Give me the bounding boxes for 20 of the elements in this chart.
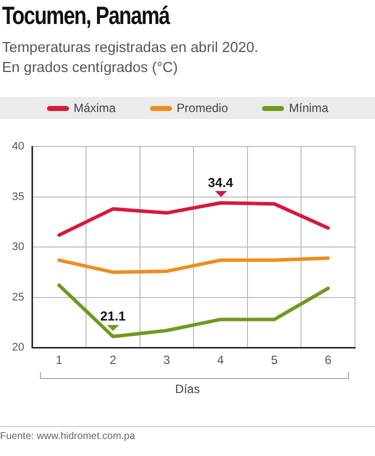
annotation: 21.1 [100,308,126,324]
legend-label: Máxima [72,101,116,115]
chart-subtitle: Temperaturas registradas en abril 2020. En grados centígrados (°C) [2,39,258,78]
chart-title: Tocumen, Panamá [2,2,170,31]
x-tick-label: 4 [217,353,224,368]
annotation: 34.4 [208,174,234,190]
x-tick-label: 2 [110,353,117,368]
y-tick-label: 35 [12,190,24,203]
x-axis-title: Días [174,382,201,396]
y-tick-label: 20 [12,342,24,354]
x-tick-label: 3 [163,353,170,368]
legend-label: Promedio [176,101,228,115]
y-tick-label: 30 [12,241,24,254]
x-tick-label: 5 [270,353,278,368]
x-tick-label: 1 [56,353,63,368]
source-note: Fuente: www.hidromet.com.pa [0,426,375,442]
x-tick-label: 6 [324,353,332,368]
legend-label: Mínima [288,101,328,115]
y-tick-label: 25 [12,291,24,304]
y-tick-label: 40 [12,140,24,153]
